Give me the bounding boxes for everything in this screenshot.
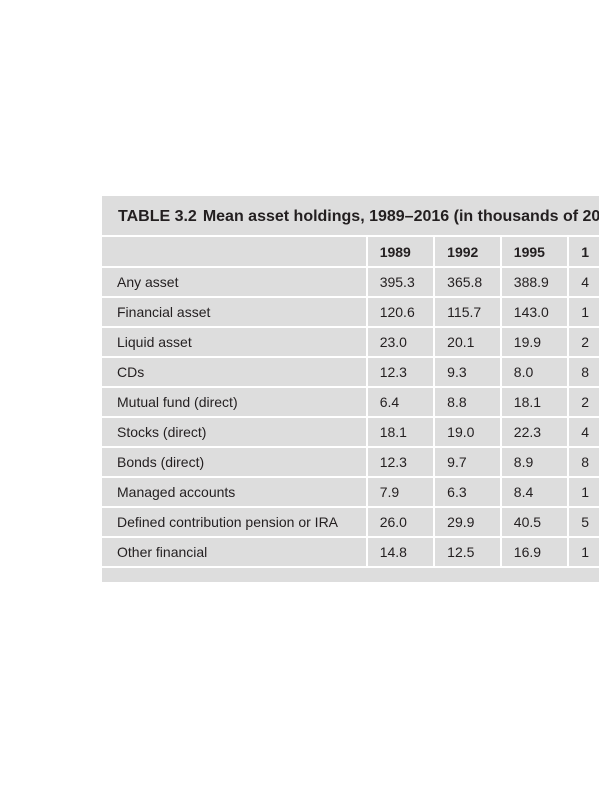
table-cell: 6.4 — [365, 387, 435, 418]
table-cell: 395.3 — [365, 267, 435, 298]
table-row: Defined contribution pension or IRA 26.0 2… — [102, 507, 599, 538]
table-cell: 2 — [567, 387, 599, 418]
table-cell: 115.7 — [433, 297, 501, 328]
table-row: Bonds (direct) 12.3 9.7 8.9 8 — [102, 447, 599, 478]
row-label: Managed accounts — [102, 477, 367, 508]
row-label: Stocks (direct) — [102, 417, 367, 448]
header-cell: 1992 — [433, 237, 501, 268]
row-label: Bonds (direct) — [102, 447, 367, 478]
table-caption: TABLE 3.2 Mean asset holdings, 1989–2016 … — [102, 196, 599, 237]
row-label: Financial asset — [102, 297, 367, 328]
table-label: TABLE 3.2 — [118, 208, 197, 225]
table-cell: 12.3 — [365, 357, 435, 388]
table-cell: 1 — [567, 297, 599, 328]
table-cell: 4 — [567, 417, 599, 448]
table-cell: 29.9 — [433, 507, 501, 538]
table-cell: 9.7 — [433, 447, 501, 478]
table-cell: 22.3 — [499, 417, 569, 448]
table-cell: 8 — [567, 447, 599, 478]
table-row: Stocks (direct) 18.1 19.0 22.3 4 — [102, 417, 599, 448]
table-cell: 26.0 — [365, 507, 435, 538]
table-cell: 8 — [567, 357, 599, 388]
table-title: Mean asset holdings, 1989–2016 (in thous… — [202, 208, 599, 225]
table-cell: 4 — [567, 267, 599, 298]
table-cell: 14.8 — [365, 537, 435, 568]
header-cell — [102, 237, 367, 268]
table-cell: 8.9 — [499, 447, 569, 478]
table-cell: 19.0 — [433, 417, 501, 448]
table-cell: 20.1 — [433, 327, 501, 358]
table-cell: 23.0 — [365, 327, 435, 358]
table-cell: 1 — [567, 537, 599, 568]
row-label: Other financial — [102, 537, 367, 568]
table-row: CDs 12.3 9.3 8.0 8 — [102, 357, 599, 388]
data-table: 1989 1992 1995 1 Any asset 395.3 365.8 388.9 4 Fi… — [102, 237, 599, 568]
row-label: Defined contribution pension or IRA — [102, 507, 367, 538]
table-row: Financial asset 120.6 115.7 143.0 1 — [102, 297, 599, 328]
header-row: 1989 1992 1995 1 — [102, 237, 599, 268]
table-cell: 1 — [567, 477, 599, 508]
table-cell: 7.9 — [365, 477, 435, 508]
table-cell: 19.9 — [499, 327, 569, 358]
table-cell: 365.8 — [433, 267, 501, 298]
table-cell: 2 — [567, 327, 599, 358]
row-label: Liquid asset — [102, 327, 367, 358]
table-cell: 12.3 — [365, 447, 435, 478]
table-cell: 18.1 — [365, 417, 435, 448]
table-cell: 12.5 — [433, 537, 501, 568]
row-label: CDs — [102, 357, 367, 388]
table-cell: 8.4 — [499, 477, 569, 508]
table-row: Other financial 14.8 12.5 16.9 1 — [102, 537, 599, 568]
table-panel: TABLE 3.2 Mean asset holdings, 1989–2016 … — [102, 196, 599, 582]
table-row: Mutual fund (direct) 6.4 8.8 18.1 2 — [102, 387, 599, 418]
row-label: Any asset — [102, 267, 367, 298]
table-row: Liquid asset 23.0 20.1 19.9 2 — [102, 327, 599, 358]
header-cell: 1 — [567, 237, 599, 268]
table-row: Any asset 395.3 365.8 388.9 4 — [102, 267, 599, 298]
header-cell: 1989 — [365, 237, 435, 268]
table-cell: 120.6 — [365, 297, 435, 328]
table-cell: 18.1 — [499, 387, 569, 418]
table-cell: 16.9 — [499, 537, 569, 568]
table-row: Managed accounts 7.9 6.3 8.4 1 — [102, 477, 599, 508]
table-cell: 40.5 — [499, 507, 569, 538]
table-cell: 143.0 — [499, 297, 569, 328]
table-cell: 9.3 — [433, 357, 501, 388]
table-cell: 8.8 — [433, 387, 501, 418]
table-cell: 8.0 — [499, 357, 569, 388]
row-label: Mutual fund (direct) — [102, 387, 367, 418]
table-cell: 5 — [567, 507, 599, 538]
table-cell: 388.9 — [499, 267, 569, 298]
header-cell: 1995 — [499, 237, 569, 268]
table-cell: 6.3 — [433, 477, 501, 508]
